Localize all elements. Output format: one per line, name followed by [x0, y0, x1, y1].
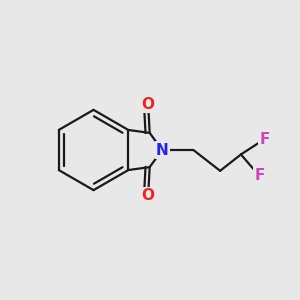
- Text: N: N: [156, 142, 169, 158]
- Text: O: O: [142, 188, 155, 203]
- Text: O: O: [142, 97, 155, 112]
- Text: F: F: [254, 168, 265, 183]
- Text: F: F: [260, 131, 270, 146]
